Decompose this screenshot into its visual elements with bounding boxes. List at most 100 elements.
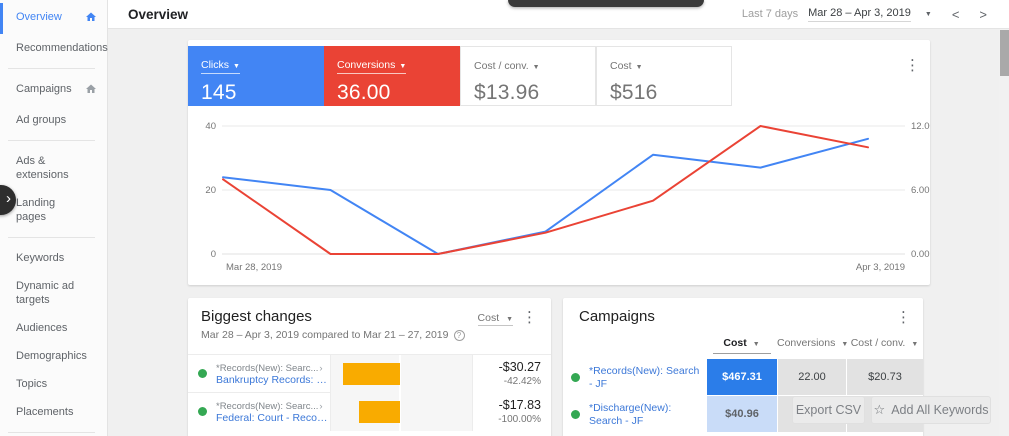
scorecard-metric-label: Cost / conv. ▼ bbox=[474, 60, 540, 72]
sidebar-nav: Overview Recommendations Campaigns Ad group… bbox=[0, 3, 108, 436]
campaign-path: *Records(New): Searc...› bbox=[216, 400, 323, 412]
help-icon[interactable]: ? bbox=[453, 329, 465, 341]
chevron-down-icon: ▼ bbox=[532, 64, 540, 71]
status-dot-cell bbox=[188, 365, 216, 383]
scrollbar-track[interactable] bbox=[999, 29, 1009, 436]
sidebar-item-audiences[interactable]: Audiences bbox=[0, 314, 107, 342]
sidebar-item-dynamic-ad-targets[interactable]: Dynamic ad targets bbox=[0, 272, 107, 314]
scorecard-conversions[interactable]: Conversions ▼ 36.00 bbox=[324, 46, 460, 106]
sidebar-expand-handle[interactable]: › bbox=[0, 185, 16, 215]
campaigns-card: Campaigns ⋮ Cost ▼ Conversions ▼ Cost / conv… bbox=[563, 298, 923, 436]
sidebar-item-landing-pages[interactable]: Landing pages bbox=[0, 189, 107, 231]
add-all-keywords-button[interactable]: ☆ Add All Keywords bbox=[871, 396, 991, 424]
scorecard-cost-conv[interactable]: Cost / conv. ▼ $13.96 bbox=[460, 46, 596, 106]
change-percent: -42.42% bbox=[503, 376, 541, 387]
bar-center-line bbox=[399, 393, 401, 431]
chart-card-menu-button[interactable]: ⋮ bbox=[905, 57, 920, 74]
biggest-changes-rows: *Records(New): Searc...› Bankruptcy Recor… bbox=[188, 354, 551, 431]
sidebar-item-ad-groups[interactable]: Ad groups bbox=[0, 106, 107, 134]
sidebar-item-label: Keywords bbox=[16, 252, 65, 264]
metric-selector-label: Cost bbox=[477, 312, 500, 324]
ad-group-link[interactable]: Federal: Court - Records bbox=[216, 411, 330, 424]
svg-text:40: 40 bbox=[205, 121, 216, 132]
svg-text:Mar 28, 2019: Mar 28, 2019 bbox=[226, 262, 282, 273]
svg-text:12.00: 12.00 bbox=[911, 121, 930, 132]
column-header-label: Cost / conv. ▼ bbox=[850, 337, 919, 349]
sidebar-item-ads-extensions[interactable]: Ads & extensions bbox=[0, 147, 107, 189]
sidebar-item-label: Audiences bbox=[16, 322, 68, 334]
comparison-range-text: Mar 28 – Apr 3, 2019 compared to Mar 21 … bbox=[201, 329, 449, 341]
sidebar-item-demographics[interactable]: Demographics bbox=[0, 342, 107, 370]
change-amount: -$17.83 bbox=[498, 398, 541, 412]
scorecard-value: 145 bbox=[201, 81, 237, 104]
chevron-right-icon: › bbox=[6, 190, 11, 207]
scorecard-cost[interactable]: Cost ▼ $516 bbox=[596, 46, 732, 106]
home-icon bbox=[85, 11, 97, 27]
export-csv-label: Export CSV bbox=[795, 403, 862, 417]
campaign-row: *Discharge(New): Search - JF $40.96 bbox=[563, 396, 923, 433]
chevron-down-icon: ▼ bbox=[399, 63, 407, 70]
date-range-selector[interactable]: Mar 28 – Apr 3, 2019 bbox=[808, 7, 911, 22]
sidebar-item-overview[interactable]: Overview bbox=[0, 3, 107, 34]
series-line-clicks bbox=[222, 137, 869, 255]
chevron-down-icon: ▼ bbox=[841, 341, 849, 348]
status-dot bbox=[571, 373, 580, 382]
date-next-button[interactable]: > bbox=[979, 6, 987, 22]
overview-chart-card: 0 20 40 0.00 6.00 12.00 Mar 28, 2019 Apr 3, 201… bbox=[188, 40, 930, 285]
sidebar-item-recommendations[interactable]: Recommendations bbox=[0, 34, 108, 62]
sidebar-item-topics[interactable]: Topics bbox=[0, 370, 107, 398]
sidebar-item-label: Dynamic ad targets bbox=[16, 280, 75, 306]
sidebar-item-label: Landing pages bbox=[16, 197, 56, 223]
sidebar-item-campaigns[interactable]: Campaigns bbox=[0, 75, 107, 106]
biggest-change-row: *Records(New): Searc...› Bankruptcy Recor… bbox=[188, 354, 551, 393]
sidebar-item-label: Campaigns bbox=[16, 83, 72, 95]
svg-text:6.00: 6.00 bbox=[911, 185, 930, 196]
biggest-changes-card: Biggest changes Cost ▼ ⋮ Mar 28 – Apr 3,… bbox=[188, 298, 551, 436]
chevron-down-icon[interactable]: ▼ bbox=[924, 10, 932, 18]
column-header-cost[interactable]: Cost ▼ bbox=[706, 337, 777, 359]
campaigns-table-header: Cost ▼ Conversions ▼ Cost / conv. ▼ bbox=[563, 337, 923, 359]
page-title: Overview bbox=[128, 6, 189, 22]
biggest-changes-metric-selector[interactable]: Cost ▼ bbox=[477, 312, 513, 326]
column-header-cost-conv[interactable]: Cost / conv. ▼ bbox=[846, 337, 923, 359]
series-line-conversions bbox=[222, 125, 869, 255]
export-csv-button[interactable]: Export CSV bbox=[792, 396, 865, 424]
chevron-down-icon: ▼ bbox=[911, 341, 919, 348]
scorecard-value: $516 bbox=[610, 81, 658, 104]
sidebar-item-keywords[interactable]: Keywords bbox=[0, 244, 107, 272]
scrollbar-thumb[interactable] bbox=[1000, 30, 1009, 76]
date-prev-button[interactable]: < bbox=[951, 6, 960, 22]
sidebar-divider bbox=[8, 432, 95, 433]
change-values: -$17.83 -100.00% bbox=[472, 393, 551, 431]
change-bar-zone bbox=[330, 393, 472, 431]
campaign-link[interactable]: *Discharge(New): Search - JF bbox=[589, 401, 672, 427]
biggest-changes-menu-button[interactable]: ⋮ bbox=[522, 309, 537, 326]
column-header-conversions[interactable]: Conversions ▼ bbox=[777, 337, 849, 359]
sidebar-item-placements[interactable]: Placements bbox=[0, 398, 107, 426]
biggest-change-row: *Records(New): Searc...› Federal: Court -… bbox=[188, 392, 551, 431]
chevron-down-icon: ▼ bbox=[233, 63, 240, 70]
sidebar-divider bbox=[8, 140, 95, 141]
add-all-keywords-label: Add All Keywords bbox=[891, 403, 989, 417]
campaign-cell-conversions: 22.00 bbox=[777, 359, 846, 396]
status-dot-cell bbox=[188, 403, 216, 421]
ad-group-link[interactable]: Bankruptcy Records: O... bbox=[216, 373, 330, 386]
home-icon bbox=[85, 83, 97, 99]
sidebar: Overview Recommendations Campaigns Ad group… bbox=[0, 0, 108, 436]
sidebar-divider bbox=[8, 237, 95, 238]
campaign-row: *Records(New): Search - JF $467.31 22.00 $2… bbox=[563, 359, 923, 396]
scorecard-clicks[interactable]: Clicks ▼ 145 bbox=[188, 46, 324, 106]
campaigns-menu-button[interactable]: ⋮ bbox=[896, 309, 911, 326]
campaigns-table-rows: *Records(New): Search - JF $467.31 22.00 $2… bbox=[563, 359, 923, 433]
campaign-cell-cost: $40.96 bbox=[706, 396, 777, 433]
date-preset-label: Last 7 days bbox=[741, 8, 799, 20]
chevron-right-icon: › bbox=[319, 362, 323, 374]
svg-text:Apr 3, 2019: Apr 3, 2019 bbox=[856, 262, 905, 273]
campaign-link[interactable]: *Records(New): Search - JF bbox=[589, 364, 700, 390]
status-dot bbox=[571, 410, 580, 419]
chevron-down-icon: ▼ bbox=[752, 341, 760, 348]
sidebar-item-label: Ads & extensions bbox=[16, 155, 69, 181]
column-header-label: Conversions ▼ bbox=[777, 337, 849, 349]
timeseries-chart[interactable]: 0 20 40 0.00 6.00 12.00 Mar 28, 2019 Apr 3, 201… bbox=[188, 40, 930, 285]
